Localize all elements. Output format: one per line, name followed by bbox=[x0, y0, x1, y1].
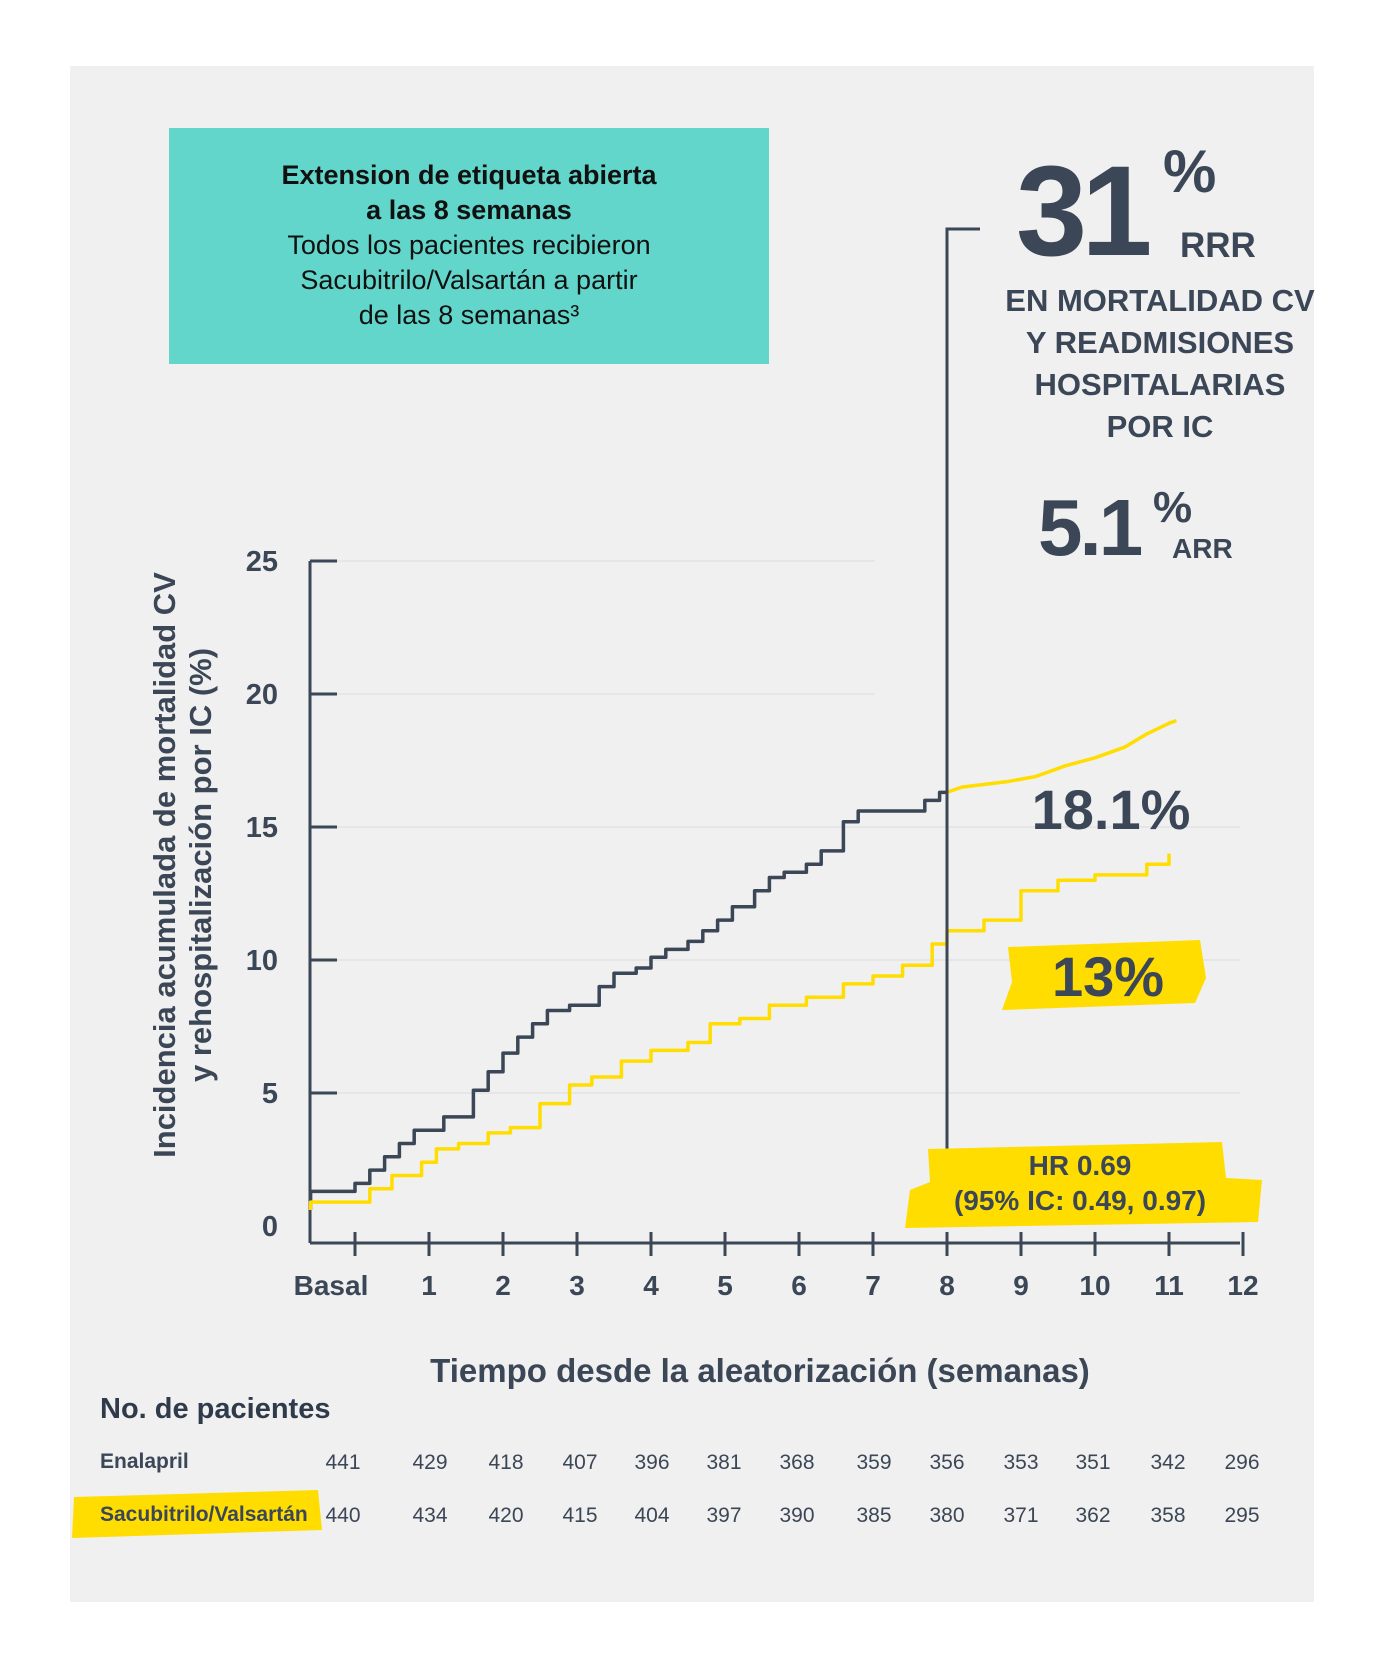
info-box-line3: Todos los pacientes recibieron bbox=[287, 230, 651, 260]
rrr-percent-sign: % bbox=[1163, 138, 1217, 205]
rrr-value: 31 bbox=[1016, 140, 1152, 283]
info-box-line4: Sacubitrilo/Valsartán a partir bbox=[300, 265, 638, 295]
y-tick-label-20: 20 bbox=[246, 679, 278, 711]
x-tick-label-0: Basal bbox=[294, 1270, 369, 1301]
hr-ci-text: (95% IC: 0.49, 0.97) bbox=[954, 1185, 1206, 1216]
x-tick-label-12: 12 bbox=[1227, 1270, 1258, 1301]
y-tick-label-5: 5 bbox=[262, 1078, 278, 1110]
claim-line2: Y READMISIONES bbox=[1025, 325, 1295, 360]
info-box-line5: de las 8 semanas³ bbox=[358, 300, 580, 330]
rrr-label: RRR bbox=[1180, 226, 1256, 265]
series-line-1 bbox=[308, 853, 1171, 1210]
y-axis-title-line2: y rehospitalización por IC (%) bbox=[183, 648, 218, 1082]
x-tick-label-3: 3 bbox=[569, 1270, 585, 1301]
claim-line1: EN MORTALIDAD CV bbox=[1005, 283, 1315, 318]
hr-text: HR 0.69 bbox=[1029, 1150, 1132, 1181]
x-tick-label-1: 1 bbox=[421, 1270, 437, 1301]
x-tick-label-9: 9 bbox=[1013, 1270, 1029, 1301]
end-label-enalapril: 18.1% bbox=[1032, 778, 1191, 841]
series-line-2 bbox=[946, 718, 1177, 795]
arr-percent-sign: % bbox=[1153, 483, 1193, 532]
x-tick-label-2: 2 bbox=[495, 1270, 511, 1301]
arr-label: ARR bbox=[1172, 533, 1233, 564]
y-tick-label-10: 10 bbox=[246, 945, 278, 977]
y-tick-label-15: 15 bbox=[246, 812, 278, 844]
annotation-arrow-line bbox=[945, 227, 980, 1210]
claim-line4: POR IC bbox=[1106, 409, 1214, 444]
y-tick-label-25: 25 bbox=[246, 546, 278, 578]
x-tick-label-7: 7 bbox=[865, 1270, 881, 1301]
open-label-info-box: Extension de etiqueta abierta a las 8 se… bbox=[169, 128, 769, 364]
x-tick-label-5: 5 bbox=[717, 1270, 733, 1301]
info-box-line2: a las 8 semanas bbox=[366, 195, 572, 225]
rrr-claim: EN MORTALIDAD CV Y READMISIONES HOSPITAL… bbox=[955, 280, 1365, 448]
x-tick-label-8: 8 bbox=[939, 1270, 955, 1301]
highlight-hr bbox=[905, 1142, 1262, 1228]
info-box-line1: Extension de etiqueta abierta bbox=[281, 160, 657, 190]
y-axis-title-line1: Incidencia acumulada de mortalidad CV bbox=[147, 572, 182, 1158]
x-tick-label-6: 6 bbox=[791, 1270, 807, 1301]
arr-value: 5.1 bbox=[1038, 483, 1143, 572]
x-tick-label-11: 11 bbox=[1154, 1270, 1184, 1301]
x-tick-label-10: 10 bbox=[1079, 1270, 1110, 1301]
end-label-sacubitril: 13% bbox=[1052, 945, 1164, 1008]
highlight-sacubitril-label bbox=[72, 1490, 322, 1538]
x-axis-title: Tiempo desde la aleatorización (semanas) bbox=[430, 1352, 1090, 1389]
y-tick-label-0: 0 bbox=[262, 1211, 278, 1243]
series-line-0 bbox=[308, 790, 947, 1210]
x-tick-label-4: 4 bbox=[643, 1270, 659, 1301]
claim-line3: HOSPITALARIAS bbox=[1034, 367, 1286, 402]
highlight-13-percent bbox=[1002, 940, 1206, 1010]
